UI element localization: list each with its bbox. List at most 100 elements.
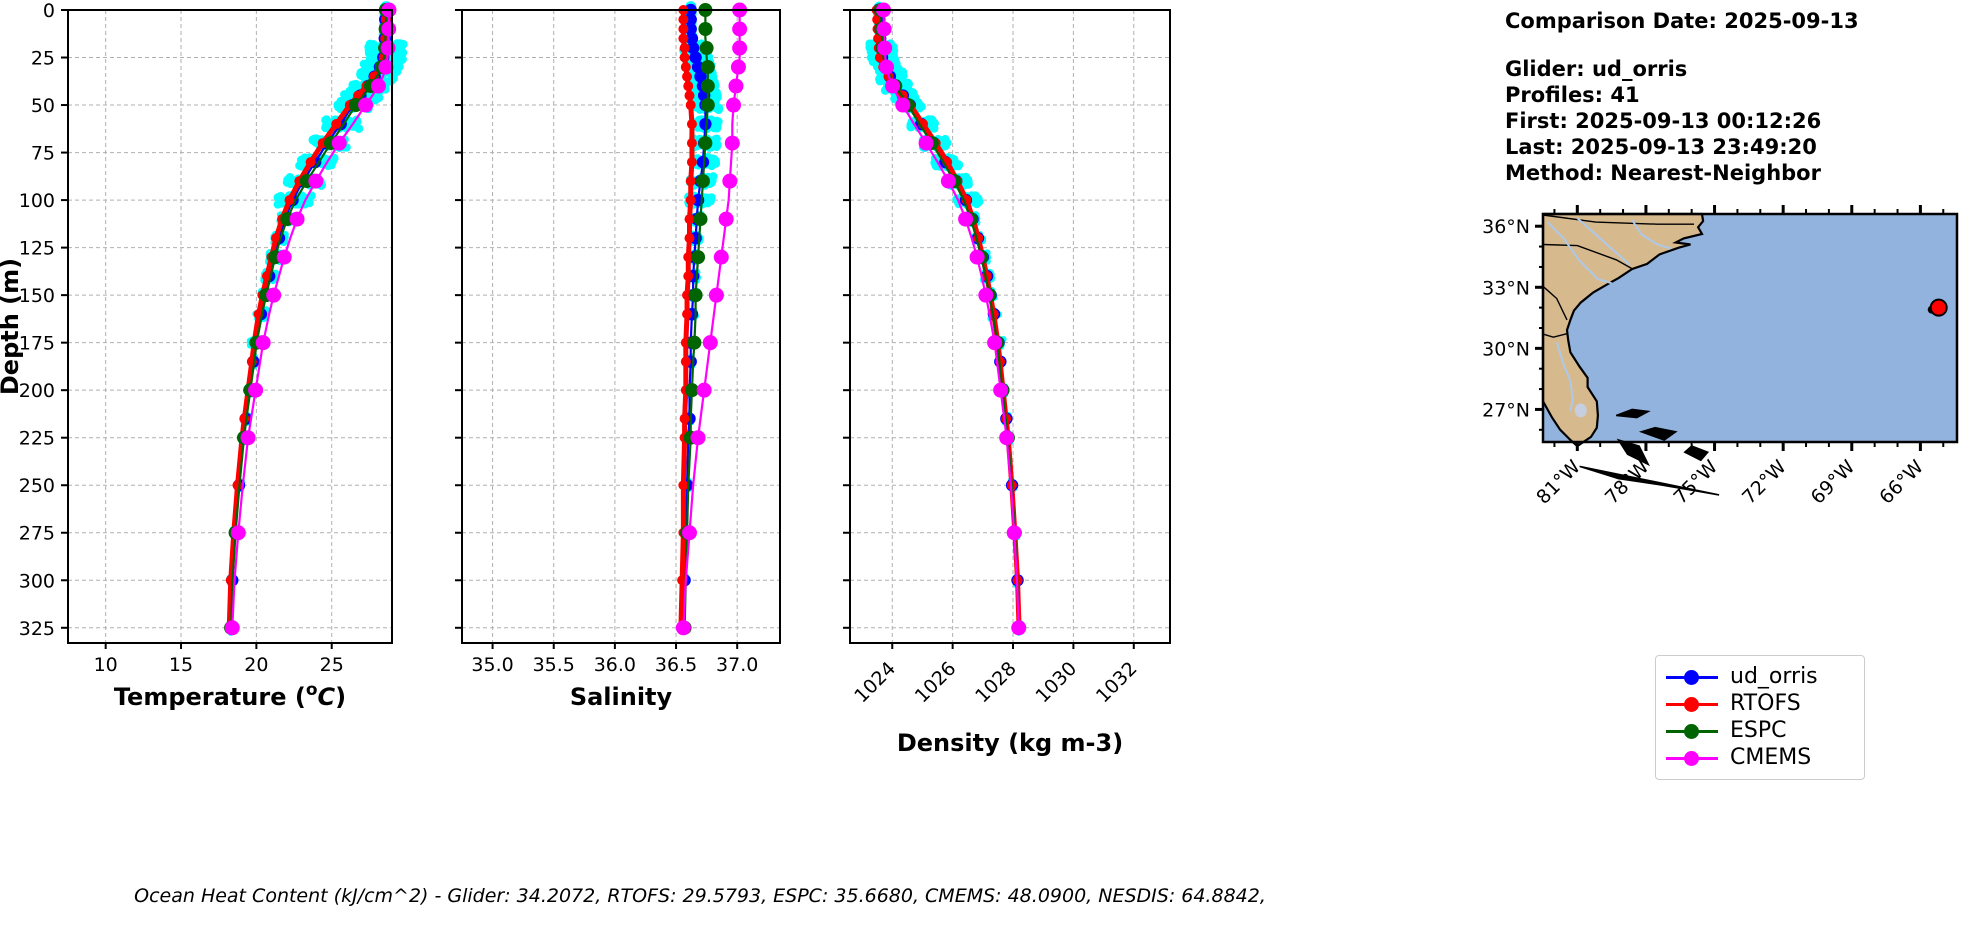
map-lat-label: 27°N <box>1482 399 1530 421</box>
series-marker <box>266 287 282 303</box>
legend-item-rtofs[interactable]: RTOFS <box>1666 690 1854 717</box>
map-island <box>1638 426 1678 441</box>
series-marker <box>689 51 702 64</box>
series-marker <box>678 24 689 35</box>
legend-item-espc[interactable]: ESPC <box>1666 717 1854 744</box>
series-marker <box>993 382 1009 398</box>
map-river <box>1576 217 1631 266</box>
glider-scatter-point <box>322 115 331 124</box>
ytick-label: 0 <box>43 0 55 22</box>
map-state-border <box>1542 285 1568 321</box>
series-marker <box>675 620 691 636</box>
xtick-label: 1028 <box>971 658 1021 708</box>
series-marker <box>378 59 394 75</box>
yaxis-label: Depth (m) <box>0 258 24 395</box>
series-marker <box>308 173 324 189</box>
series-marker <box>685 100 696 111</box>
series-CMEMS <box>876 2 1027 636</box>
map-lon-label: 72°W <box>1738 456 1791 509</box>
series-marker <box>700 60 715 75</box>
series-marker <box>358 97 374 113</box>
glider-scatter-point <box>708 176 717 185</box>
series-marker <box>686 138 697 149</box>
series-marker <box>224 620 240 636</box>
series-marker <box>698 22 713 37</box>
glider-name-text: Glider: ud_orris <box>1505 57 1688 81</box>
series-marker <box>691 60 705 74</box>
series-marker <box>685 176 696 187</box>
ocean-heat-content-caption: Ocean Heat Content (kJ/cm^2) - Glider: 3… <box>134 885 1266 907</box>
map-lon-label: 66°W <box>1875 456 1928 509</box>
comparison-date-text: Comparison Date: 2025-09-13 <box>1505 9 1859 33</box>
series-marker <box>240 430 256 446</box>
series-marker <box>876 21 892 37</box>
legend-item-ud_orris[interactable]: ud_orris <box>1666 663 1854 690</box>
series-marker <box>695 174 710 189</box>
legend: ud_orris RTOFS ESPC CMEMS <box>1655 655 1865 780</box>
method-text: Method: Nearest-Neighbor <box>1505 161 1821 185</box>
legend-label: ESPC <box>1730 718 1787 743</box>
glider-scatter-point <box>889 50 898 60</box>
series-marker <box>885 78 901 94</box>
glider-scatter-point <box>904 79 914 89</box>
series-marker <box>688 288 703 303</box>
series-marker <box>918 135 934 151</box>
legend-label: ud_orris <box>1730 664 1818 689</box>
xtick-label: 1024 <box>850 658 900 708</box>
series-marker <box>872 14 883 25</box>
series-marker <box>248 382 264 398</box>
map-island <box>1683 445 1710 462</box>
series-marker <box>732 21 748 37</box>
series-marker <box>284 195 295 206</box>
map-lake <box>1574 403 1587 418</box>
series-marker <box>969 249 985 265</box>
series-marker <box>331 119 342 130</box>
series-marker <box>684 22 697 36</box>
series-marker <box>270 233 281 244</box>
map-lat-label: 33°N <box>1482 277 1530 299</box>
series-marker <box>684 233 695 244</box>
ytick-label: 75 <box>31 143 55 165</box>
map-state-border <box>1542 243 1634 271</box>
glider-scatter-point <box>712 142 721 152</box>
series-marker <box>682 71 693 82</box>
map-state-border <box>1542 214 1694 225</box>
series-marker <box>230 525 246 541</box>
legend-label: CMEMS <box>1730 745 1812 770</box>
series-marker <box>691 250 706 265</box>
glider-scatter-point <box>354 124 364 133</box>
glider-scatter-point <box>894 71 903 80</box>
series-marker <box>978 287 994 303</box>
series-marker <box>684 90 695 101</box>
series-marker <box>678 480 689 491</box>
series-marker <box>683 252 694 263</box>
ytick-label: 125 <box>19 238 55 260</box>
series-marker <box>694 70 707 83</box>
glider-scatter-point <box>973 194 983 203</box>
xtick-label: 10 <box>94 654 118 676</box>
series-marker <box>700 98 715 113</box>
xaxis-label: Temperature (oC) <box>114 680 346 711</box>
series-marker <box>686 41 700 55</box>
ytick-label: 175 <box>19 333 55 355</box>
series-marker <box>380 40 396 56</box>
first-profile-time-text: First: 2025-09-13 00:12:26 <box>1505 109 1822 133</box>
panel-density: 1024 1026 1028 1030 1032 Density (kg m-3) <box>843 1 1171 757</box>
series-marker <box>700 79 715 94</box>
series-marker <box>685 195 696 206</box>
xtick-label: 36.0 <box>594 654 636 676</box>
info-panel: Comparison Date: 2025-09-13 Glider: ud_o… <box>1505 8 1975 186</box>
series-marker <box>276 249 292 265</box>
series-marker <box>681 525 697 541</box>
series-marker <box>999 430 1015 446</box>
xtick-label: 37.0 <box>716 654 758 676</box>
map-lon-label: 81°W <box>1532 456 1585 509</box>
series-CMEMS <box>224 2 397 636</box>
xaxis-label: Density (kg m-3) <box>897 729 1123 757</box>
series-marker <box>370 78 386 94</box>
series-marker <box>708 287 724 303</box>
glider-scatter-point <box>709 123 719 133</box>
ytick-label: 275 <box>19 523 55 545</box>
legend-item-cmems[interactable]: CMEMS <box>1666 744 1854 771</box>
legend-swatch-icon <box>1666 694 1718 714</box>
